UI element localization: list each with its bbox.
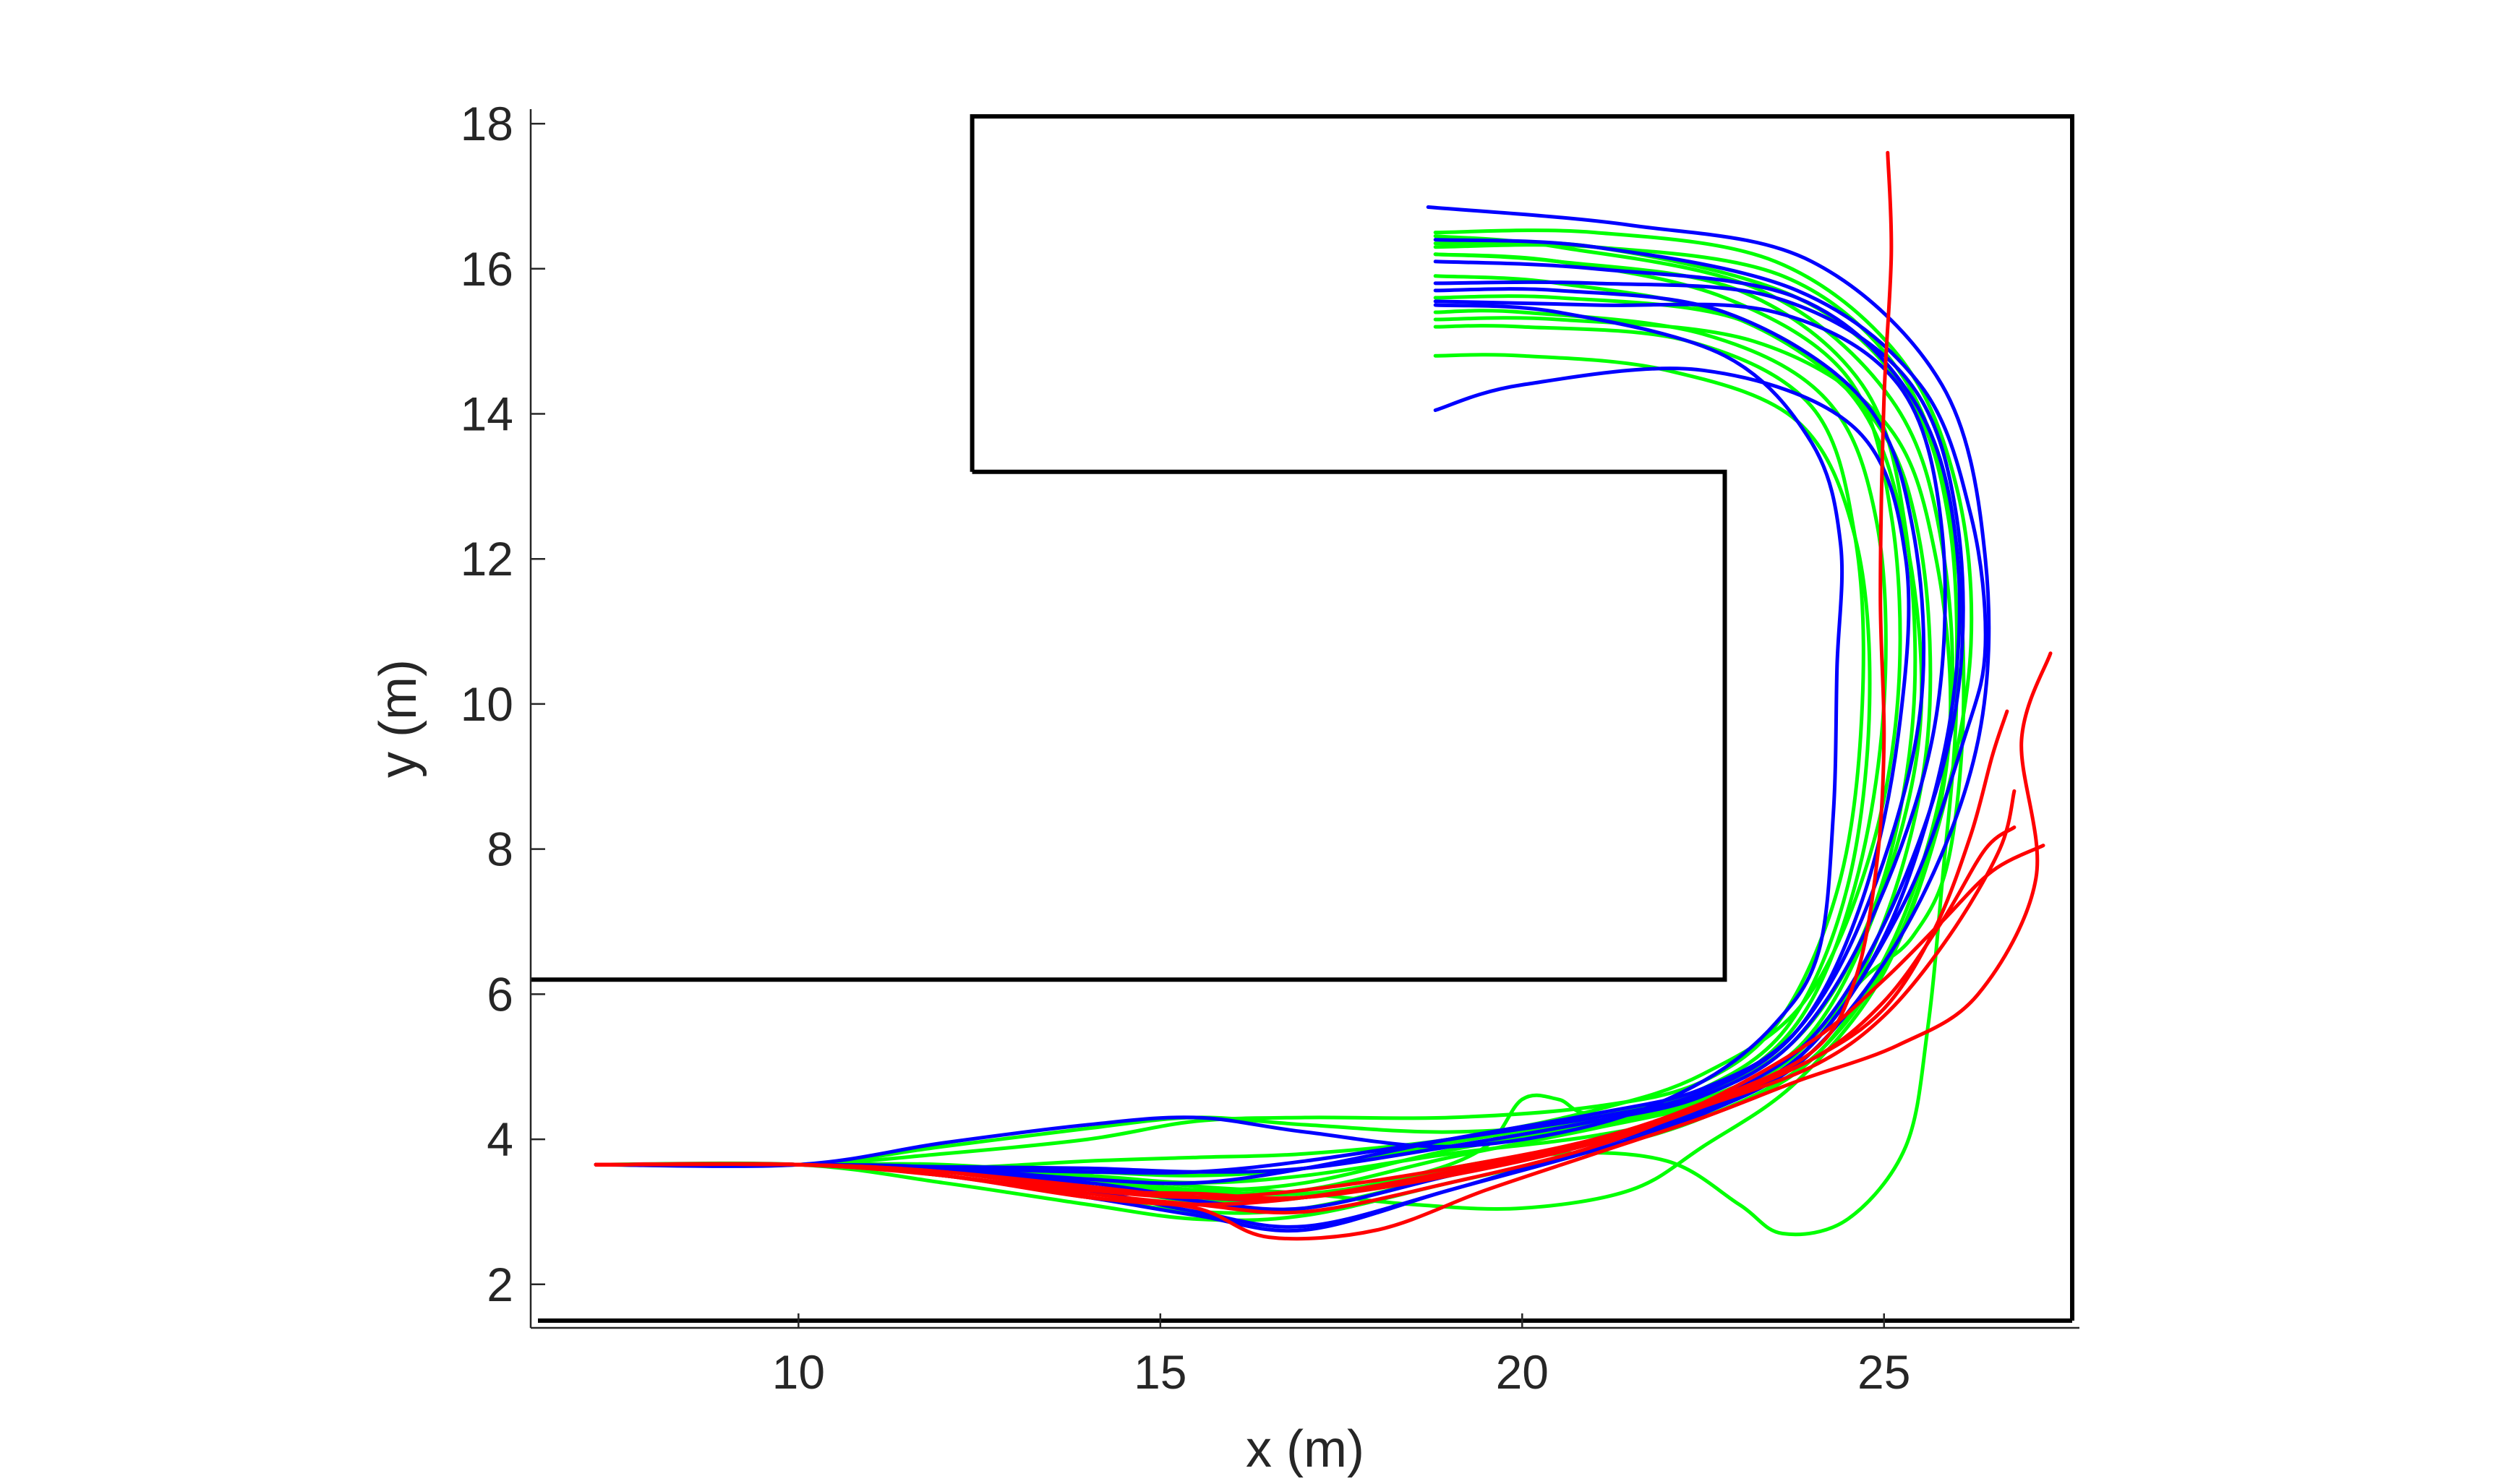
trajectory-line-blue-17 — [594, 366, 1911, 1175]
trajectory-line-green-1 — [594, 274, 1933, 1185]
x-tick-label: 10 — [772, 1345, 825, 1399]
wall-upper-boundary — [970, 114, 2074, 1321]
trajectory-line-blue-18 — [594, 299, 1947, 1174]
y-tick-label: 12 — [461, 532, 513, 586]
y-axis-label: y (m) — [369, 659, 427, 778]
trajectory-line-red-21 — [594, 789, 2017, 1206]
axes: 10 15 20 25 2 4 6 8 10 12 14 16 18 — [461, 97, 2079, 1399]
trajectory-line-green-9 — [594, 324, 1865, 1167]
y-tick-label: 14 — [461, 387, 513, 441]
trajectory-line-green-7 — [594, 252, 1917, 1196]
trajectory-line-red-25 — [594, 709, 2009, 1202]
walls-group — [531, 114, 2074, 1323]
x-tick-label: 15 — [1134, 1345, 1186, 1399]
y-tick-label: 6 — [487, 967, 513, 1021]
trajectory-line-green-8 — [594, 228, 1974, 1211]
x-axis-label: x (m) — [1246, 1420, 1364, 1478]
trajectory-line-green-3 — [594, 353, 1872, 1178]
trajectory-line-red-22 — [594, 825, 2017, 1201]
y-tick-label: 10 — [461, 677, 513, 731]
trajectory-line-blue-16 — [594, 205, 1991, 1233]
wall-inner-wall — [531, 469, 1727, 982]
y-tick-label: 18 — [461, 97, 513, 150]
y-tick-label: 8 — [487, 823, 513, 876]
trajectory-line-green-0 — [594, 309, 1888, 1168]
trajectory-line-blue-14 — [594, 287, 1926, 1185]
trajectory-line-green-5 — [594, 252, 1902, 1170]
trajectory-line-red-23 — [594, 844, 2045, 1215]
trajectory-line-blue-12 — [594, 303, 1844, 1168]
y-tick-label: 2 — [487, 1258, 513, 1311]
x-tick-label: 25 — [1857, 1345, 1910, 1399]
x-tick-label: 20 — [1496, 1345, 1549, 1399]
trajectory-line-green-10 — [594, 243, 1966, 1197]
trajectory-series-group — [594, 150, 2053, 1241]
y-tick-label: 4 — [487, 1112, 513, 1166]
y-tick-label: 16 — [461, 242, 513, 296]
